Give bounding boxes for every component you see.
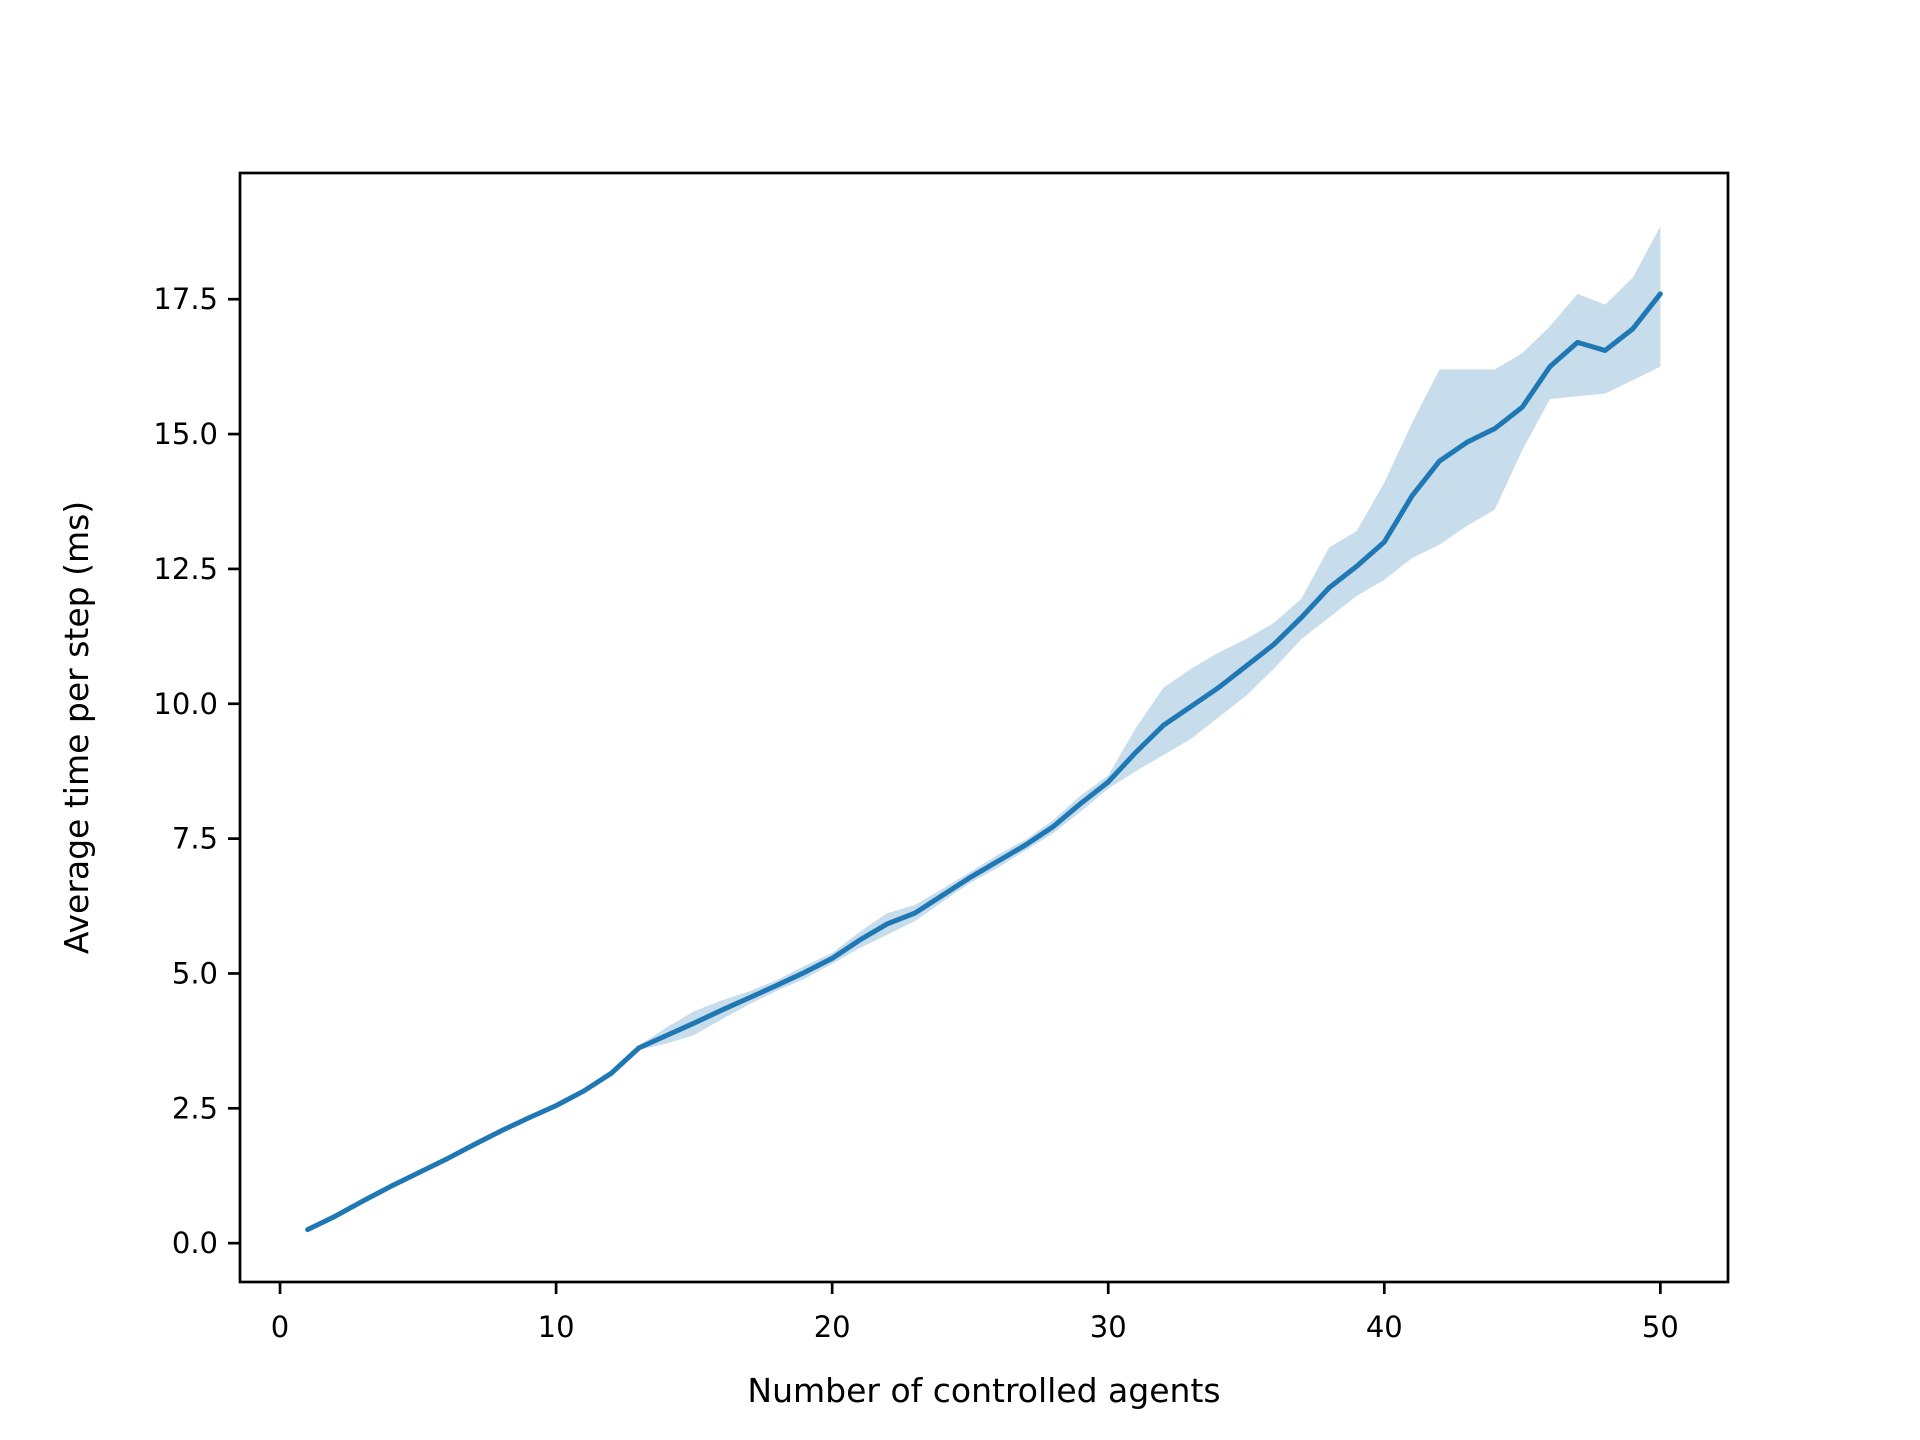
y-tick-label: 0.0 <box>172 1226 218 1260</box>
x-tick-label: 30 <box>1090 1310 1127 1344</box>
y-tick-label: 2.5 <box>172 1091 218 1125</box>
x-tick-label: 0 <box>271 1310 289 1344</box>
x-tick-label: 10 <box>538 1310 575 1344</box>
y-tick-label: 17.5 <box>153 282 218 316</box>
axes-frame <box>238 171 1730 1284</box>
x-tick-label: 20 <box>814 1310 851 1344</box>
y-tick-label: 15.0 <box>153 417 218 451</box>
x-tick-label: 40 <box>1366 1310 1403 1344</box>
y-tick-label: 7.5 <box>172 822 218 856</box>
y-tick-label: 5.0 <box>172 956 218 990</box>
x-tick-label: 50 <box>1642 1310 1679 1344</box>
y-tick-label: 12.5 <box>153 552 218 586</box>
y-tick-label: 10.0 <box>153 687 218 721</box>
y-axis-label: Average time per step (ms) <box>57 501 96 954</box>
std-band-area <box>307 226 1661 1232</box>
axes-layer: 0 10 20 30 40 50 0.0 2.5 5.0 7.5 10.0 12.5 15.0 17.5 <box>153 171 1730 1344</box>
plot-area <box>305 226 1663 1233</box>
x-axis-label: Number of controlled agents <box>747 1371 1220 1410</box>
mean-line <box>305 291 1663 1233</box>
